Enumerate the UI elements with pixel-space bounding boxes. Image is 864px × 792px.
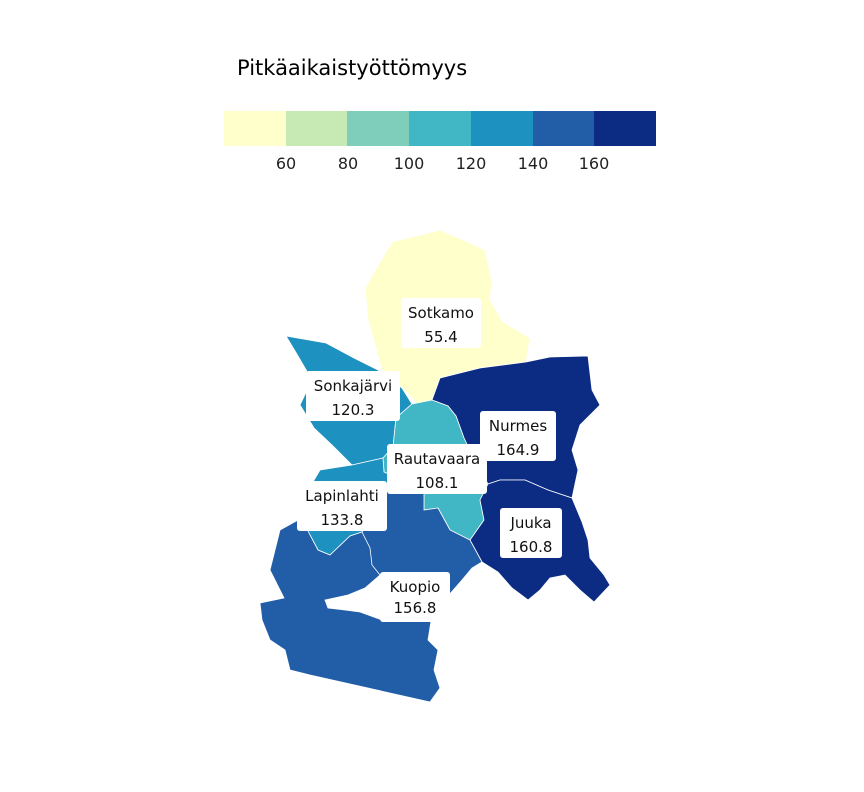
- region-value: 133.8: [321, 511, 364, 529]
- legend-swatch: [409, 111, 471, 146]
- region-name: Kuopio: [390, 578, 441, 596]
- legend-swatch: [532, 111, 595, 146]
- legend-swatch: [470, 111, 533, 146]
- label-nurmes: Nurmes 164.9: [480, 411, 556, 461]
- legend-swatch: [285, 111, 348, 146]
- label-lapinlahti: Lapinlahti 133.8: [297, 481, 387, 531]
- label-sotkamo: Sotkamo 55.4: [401, 298, 481, 348]
- legend-tick-label: 80: [337, 154, 359, 173]
- region-value: 156.8: [394, 599, 437, 617]
- region-name: Sonkajärvi: [314, 377, 392, 395]
- region-name: Rautavaara: [394, 450, 480, 468]
- legend-swatch: [347, 111, 410, 146]
- legend-title: Pitkäaikaistyöttömyys: [237, 56, 468, 80]
- region-name: Juuka: [509, 514, 551, 532]
- legend-swatch: [594, 111, 657, 146]
- legend-swatch: [224, 111, 286, 146]
- region-name: Lapinlahti: [305, 487, 379, 505]
- label-sonkajarvi: Sonkajärvi 120.3: [306, 371, 400, 421]
- legend-tick-label: 100: [393, 154, 425, 173]
- color-scale-bar: [224, 111, 657, 146]
- region-name: Sotkamo: [408, 304, 474, 322]
- legend-tick-label: 160: [578, 154, 610, 173]
- region-value: 120.3: [332, 401, 375, 419]
- legend-tick-label: 140: [517, 154, 549, 173]
- label-kuopio: Kuopio 156.8: [380, 572, 450, 622]
- legend-tick-label: 120: [455, 154, 487, 173]
- label-juuka: Juuka 160.8: [500, 508, 562, 558]
- label-rautavaara: Rautavaara 108.1: [387, 444, 487, 494]
- legend-tick-label: 60: [275, 154, 297, 173]
- region-value: 160.8: [510, 538, 553, 556]
- region-value: 55.4: [424, 328, 457, 346]
- region-value: 108.1: [416, 474, 459, 492]
- region-value: 164.9: [497, 441, 540, 459]
- region-name: Nurmes: [489, 417, 547, 435]
